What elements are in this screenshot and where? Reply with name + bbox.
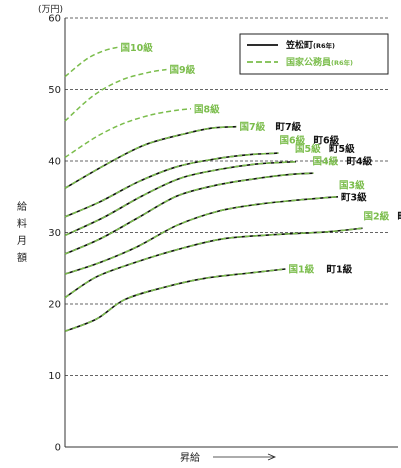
y-tick-labels: 0 10 20 30 40 50 60: [48, 14, 61, 454]
series-label-national-3: 国3級: [339, 179, 365, 191]
series-label-national-5: 国5級: [295, 143, 321, 155]
y-tick-30: 30: [48, 228, 61, 239]
x-axis-title: 昇給: [180, 451, 277, 464]
series-line-national-4: [64, 172, 314, 255]
series-line-national-1: [64, 268, 286, 332]
series-line-national-3: [64, 196, 339, 275]
x-axis-arrow-head: [267, 453, 277, 461]
legend-box: [239, 33, 389, 75]
series-label-national-1: 国1級: [289, 263, 315, 275]
series-label-town-5: 町5級: [329, 143, 355, 155]
y-axis-title-char: 料: [17, 217, 27, 230]
y-tick-10: 10: [48, 371, 61, 382]
series-line-national-6: [64, 152, 279, 218]
series-label-national-6: 国6級: [280, 135, 306, 147]
series-line-town-7: [64, 125, 237, 189]
y-axis-title-char: 月: [17, 235, 27, 247]
series-line-town-2: [64, 227, 363, 299]
series-label-town-4: 町4級: [347, 156, 373, 168]
y-axis-title-char: 給: [17, 200, 27, 213]
series-label-town-2: 町2級: [398, 211, 401, 223]
legend-label-national: 国家公務員(R6年): [286, 56, 353, 68]
series-line-national-10: [64, 46, 118, 78]
x-axis-title-text: 昇給: [180, 451, 200, 464]
series-line-town-6: [64, 152, 279, 218]
series-label-national-8: 国8級: [194, 103, 220, 115]
series-line-town-4: [64, 172, 314, 255]
legend: 笠松町(R6年) 国家公務員(R6年): [239, 33, 389, 75]
series-label-town-1: 町1級: [327, 263, 353, 275]
series-label-town-6: 町6級: [314, 135, 340, 147]
series-lines: [64, 46, 363, 332]
y-tick-0: 0: [55, 443, 61, 454]
grid-lines: [65, 17, 390, 376]
series-label-town-3: 町3級: [341, 191, 367, 203]
series-line-town-1: [64, 268, 286, 332]
series-label-national-9: 国9級: [170, 64, 196, 76]
series-label-national-7: 国7級: [240, 121, 266, 133]
y-tick-50: 50: [48, 85, 61, 96]
series-line-national-7: [64, 125, 237, 189]
y-unit-label: (万円): [38, 4, 63, 15]
legend-label-town: 笠松町(R6年): [285, 39, 335, 51]
y-tick-60: 60: [48, 14, 61, 25]
series-label-town-7: 町7級: [276, 121, 302, 133]
series-label-national-4: 国4級: [313, 156, 339, 168]
y-axis-title-char: 額: [17, 251, 27, 264]
series-label-national-10: 国10級: [121, 42, 154, 54]
series-line-national-5: [64, 160, 297, 237]
series-line-national-2: [64, 227, 363, 299]
series-line-national-8: [64, 108, 192, 159]
y-tick-20: 20: [48, 300, 61, 311]
series-label-national-2: 国2級: [364, 211, 390, 223]
y-tick-40: 40: [48, 157, 61, 168]
series-line-national-9: [64, 68, 167, 122]
